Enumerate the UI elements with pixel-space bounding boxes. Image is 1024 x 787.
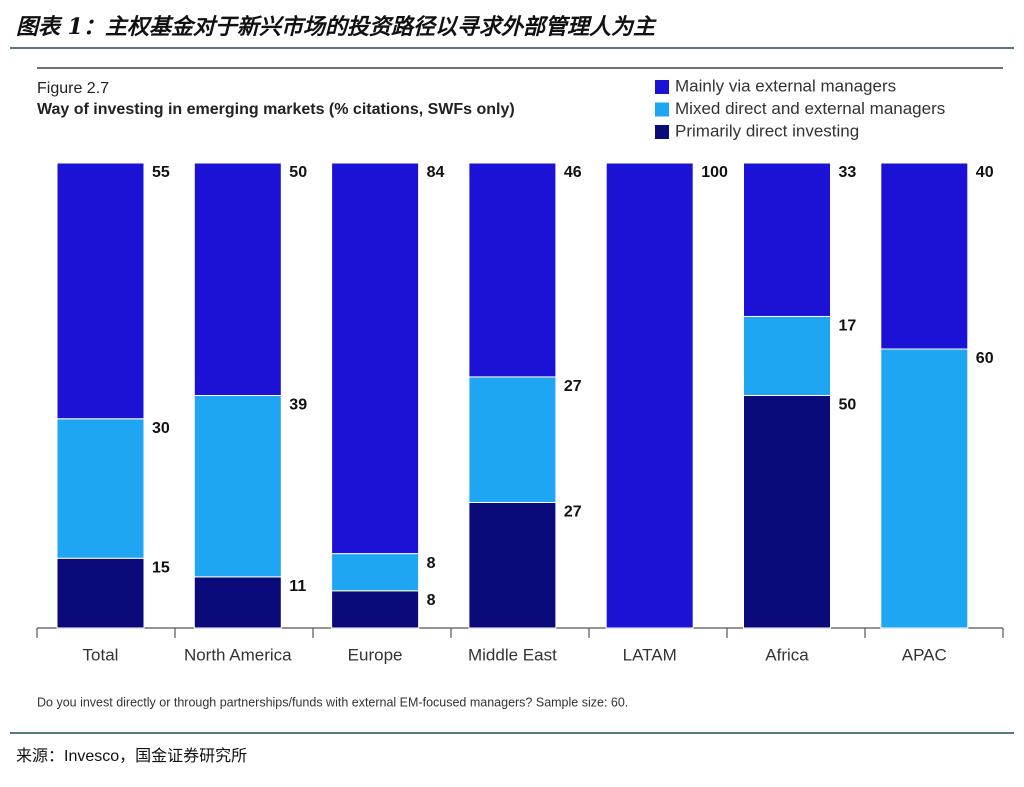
x-tick-label: Europe: [348, 645, 403, 664]
legend-swatch: [655, 125, 669, 139]
data-label: 27: [564, 378, 582, 395]
data-label: 39: [289, 397, 307, 414]
data-label: 15: [152, 559, 170, 576]
bar-segment: [331, 162, 420, 555]
source: 来源：Invesco，国金证券研究所: [16, 747, 247, 765]
bar-segment: [605, 162, 694, 629]
legend-label: Mixed direct and external managers: [675, 99, 945, 118]
data-label: 17: [839, 318, 857, 335]
x-tick-label: Africa: [765, 645, 809, 664]
bar-segment: [56, 162, 145, 420]
bar-segment: [468, 501, 557, 629]
data-label: 84: [427, 164, 445, 181]
bar-segment: [193, 395, 282, 578]
bar-segment: [331, 590, 420, 629]
data-label: 50: [289, 164, 307, 181]
bar-segment: [56, 418, 145, 559]
legend-label: Mainly via external managers: [675, 76, 896, 95]
bar-segment: [743, 315, 831, 397]
data-label: 100: [701, 164, 728, 181]
bar-segment: [193, 162, 282, 396]
bar-segment: [880, 162, 969, 350]
bar-segment: [880, 348, 969, 629]
bar-segment: [743, 395, 831, 629]
x-tick-label: LATAM: [623, 645, 677, 664]
bar-segment: [331, 553, 420, 592]
chart-note: Do you invest directly or through partne…: [37, 695, 628, 709]
data-label: 11: [289, 578, 306, 595]
x-tick-label: Middle East: [468, 645, 557, 664]
data-label: 60: [976, 350, 994, 367]
legend-label: Primarily direct investing: [675, 121, 859, 140]
data-label: 27: [564, 504, 582, 521]
data-label: 30: [152, 420, 170, 437]
bar-segment: [468, 376, 557, 503]
x-tick-label: North America: [184, 645, 292, 664]
bar-segment: [193, 576, 282, 629]
legend-swatch: [655, 102, 669, 117]
data-label: 50: [839, 397, 857, 414]
x-tick-label: APAC: [902, 645, 947, 664]
bar-segment: [56, 557, 145, 629]
data-label: 40: [976, 164, 994, 181]
data-label: 33: [839, 164, 857, 181]
bar-segment: [468, 162, 557, 378]
figure-label: Figure 2.7: [37, 80, 109, 97]
legend-swatch: [655, 80, 669, 94]
data-label: 46: [564, 164, 582, 181]
header-title: 图表 1：主权基金对于新兴市场的投资路径以寻求外部管理人为主: [16, 14, 657, 40]
chart-title: Way of investing in emerging markets (% …: [37, 101, 515, 118]
bar-segment: [743, 162, 831, 317]
data-label: 8: [427, 555, 436, 572]
data-label: 8: [427, 592, 436, 609]
x-tick-label: Total: [83, 645, 119, 664]
data-label: 55: [152, 164, 170, 181]
